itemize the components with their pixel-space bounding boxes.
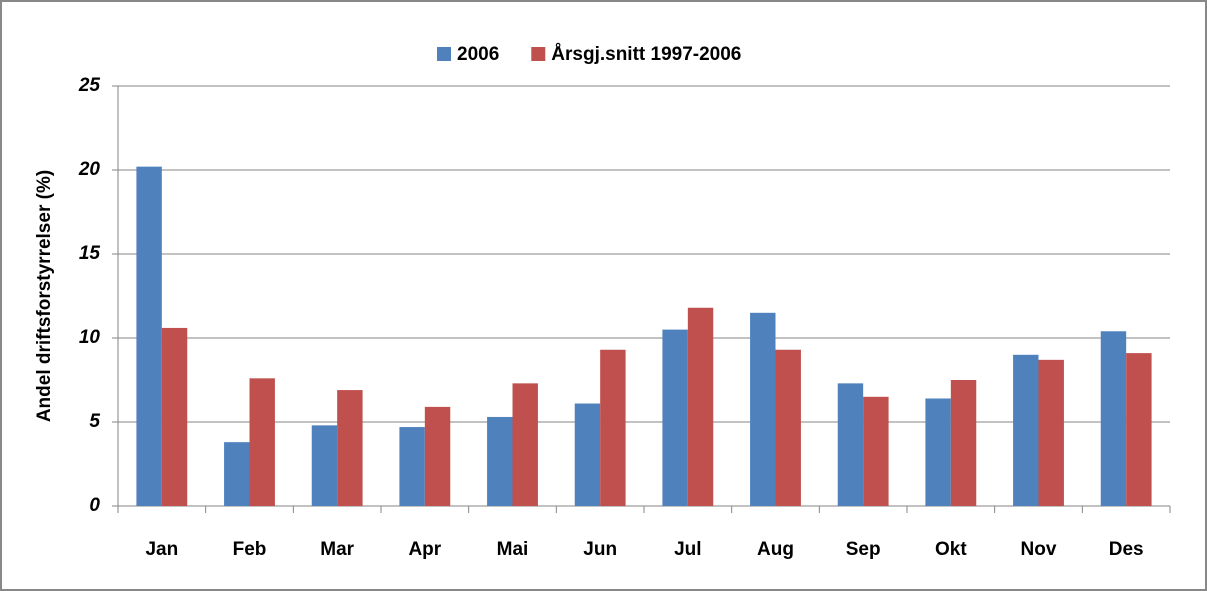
y-tick-label: 15 [79, 243, 101, 264]
bar [1038, 359, 1064, 506]
x-tick-label: Mai [497, 539, 529, 560]
x-tick-label: Jan [145, 539, 178, 560]
x-tick-label: Sep [846, 539, 881, 560]
bar [775, 349, 801, 506]
bar [136, 166, 162, 506]
y-tick-label: 10 [79, 327, 101, 348]
bar [662, 329, 688, 506]
bar [687, 307, 714, 506]
legend-label: 2006 [457, 44, 499, 65]
x-tick-label: Nov [1021, 539, 1057, 560]
y-tick-label: 20 [78, 159, 101, 180]
bar [574, 403, 601, 506]
x-tick-label: Aug [757, 539, 794, 560]
y-axis-label: Andel driftsforstyrrelser (%) [34, 170, 55, 422]
bar [600, 349, 626, 506]
bar [249, 378, 275, 506]
bar [1100, 331, 1127, 506]
x-tick-label: Jul [674, 539, 701, 560]
legend-swatch [437, 47, 451, 61]
bar [950, 380, 977, 506]
bar [337, 390, 363, 506]
y-tick-label: 25 [78, 75, 101, 96]
x-tick-label: Jun [583, 539, 617, 560]
bar [161, 327, 188, 506]
x-tick-label: Mar [320, 539, 354, 560]
x-tick-label: Apr [408, 539, 441, 560]
bar [512, 383, 538, 506]
bar [863, 396, 889, 506]
bar [837, 383, 864, 506]
bar [1126, 353, 1152, 506]
y-tick-label: 5 [89, 411, 100, 432]
bar [750, 312, 776, 506]
bar [399, 427, 425, 506]
bar [311, 425, 338, 506]
y-tick-label: 0 [89, 495, 100, 516]
bar [925, 398, 951, 506]
bar [1013, 354, 1039, 506]
bar [487, 416, 513, 506]
legend-label: Årsgj.snitt 1997-2006 [551, 44, 741, 65]
legend-swatch [531, 47, 546, 61]
x-tick-label: Des [1109, 539, 1144, 560]
bar [424, 406, 451, 506]
x-tick-label: Okt [935, 539, 967, 560]
x-tick-label: Feb [233, 539, 267, 560]
bar [224, 442, 250, 506]
